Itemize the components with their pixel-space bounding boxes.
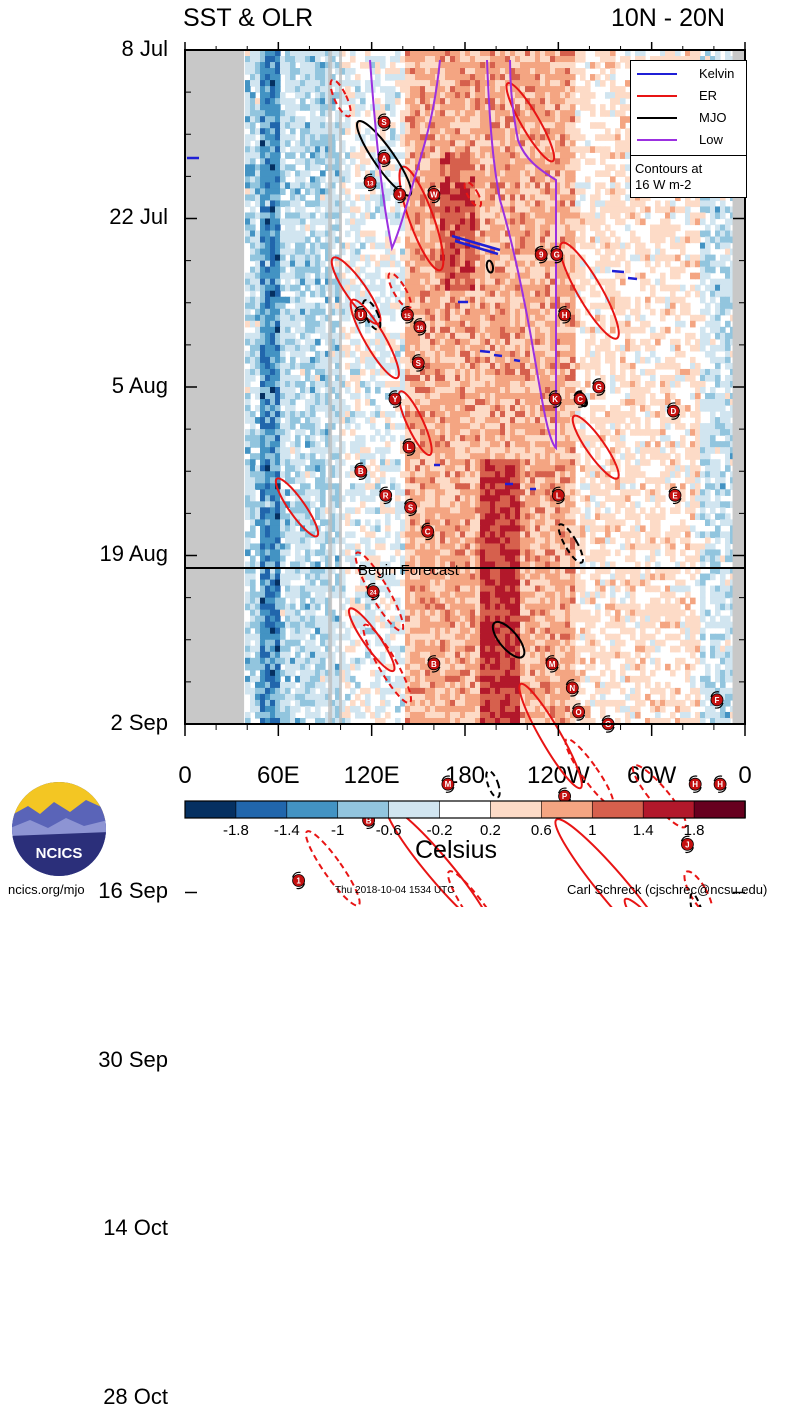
storm-label: Y [392, 395, 398, 404]
storm-label: O [575, 708, 581, 717]
colorbar-swatch [440, 801, 491, 818]
storm-label: S [416, 359, 422, 368]
storm-label: 9 [539, 251, 544, 260]
colorbar-swatch [389, 801, 440, 818]
legend-swatch [637, 117, 677, 119]
colorbar-label: 1.8 [669, 822, 719, 839]
legend-swatch [637, 95, 677, 97]
y-tick-label: 14 Oct [18, 1215, 168, 1241]
kelvin-contour [612, 271, 624, 272]
colorbar-label: -0.6 [364, 822, 414, 839]
storm-marker: H [689, 776, 701, 792]
storm-label: B [431, 660, 437, 669]
site-link[interactable]: ncics.org/mjo [8, 882, 85, 897]
legend-swatch [637, 73, 677, 75]
storm-label: K [552, 395, 558, 404]
storm-label: J [397, 190, 401, 199]
colorbar-label: 1.4 [618, 822, 668, 839]
storm-label: L [556, 491, 561, 500]
storm-label: M [445, 780, 452, 789]
colorbar-swatch [338, 801, 389, 818]
storm-label: 1 [296, 877, 301, 886]
colorbar-swatch [490, 801, 541, 818]
storm-label: W [430, 190, 438, 199]
storm-marker: H [714, 776, 726, 792]
storm-label: R [383, 491, 389, 500]
storm-marker: 1 [293, 872, 305, 888]
legend-swatch [637, 139, 677, 141]
colorbar-swatch [236, 801, 287, 818]
timestamp: Thu 2018-10-04 1534 UTC [335, 885, 455, 896]
colorbar-swatch [185, 801, 236, 818]
author: Carl Schreck (cjschrec@ncsu.edu) [567, 882, 767, 897]
storm-label: H [717, 780, 723, 789]
colorbar-swatch [643, 801, 694, 818]
storm-label: B [358, 467, 364, 476]
legend-label: ER [699, 88, 717, 103]
storm-marker: M [442, 776, 454, 792]
colorbar-swatch [541, 801, 592, 818]
kelvin-contour [494, 355, 502, 356]
colorbar-swatch [694, 801, 745, 818]
colorbar-label: 0.6 [516, 822, 566, 839]
storm-label: F [715, 696, 720, 705]
legend-label: MJO [699, 110, 726, 125]
storm-label: N [569, 684, 575, 693]
storm-label: 15 [404, 314, 411, 320]
colorbar-swatch [592, 801, 643, 818]
kelvin-contour [514, 360, 520, 361]
storm-label: 16 [417, 326, 424, 332]
storm-label: L [407, 443, 412, 452]
kelvin-contour [480, 351, 490, 352]
storm-label: G [554, 251, 560, 260]
storm-label: C [577, 395, 583, 404]
colorbar-label: -1.4 [262, 822, 312, 839]
storm-label: H [562, 311, 568, 320]
storm-label: E [672, 491, 678, 500]
legend-label: Kelvin [699, 66, 734, 81]
forecast-label: Begin Forecast [358, 562, 460, 579]
storm-label: S [381, 118, 387, 127]
storm-label: D [671, 407, 677, 416]
legend-note: 16 W m-2 [635, 177, 691, 192]
storm-label: G [596, 383, 602, 392]
legend-entry: Low [635, 131, 743, 149]
storm-label: S [408, 503, 414, 512]
colorbar-swatch [287, 801, 338, 818]
y-tick-label: 28 Oct [18, 1384, 168, 1410]
colorbar-label: -1 [313, 822, 363, 839]
legend-label: Low [699, 132, 723, 147]
storm-label: J [685, 840, 689, 849]
storm-label: P [562, 792, 568, 801]
colorbar-label: -1.8 [211, 822, 261, 839]
storm-label: A [381, 154, 387, 163]
storm-label: 24 [370, 591, 377, 597]
legend-entry: ER [635, 87, 743, 105]
legend-entry: MJO [635, 109, 743, 127]
kelvin-contour [628, 278, 637, 279]
storm-label: 13 [367, 181, 374, 187]
legend-note: Contours at [635, 161, 702, 176]
storm-label: H [692, 780, 698, 789]
ncics-logo: NCICS [10, 780, 108, 878]
storm-label: U [358, 311, 364, 320]
y-tick-label: 30 Sep [18, 1047, 168, 1073]
storm-label: C [425, 527, 431, 536]
storm-label: M [549, 660, 556, 669]
logo-text: NCICS [36, 845, 83, 862]
legend-entry: Kelvin [635, 65, 743, 83]
colorbar-label: 1 [567, 822, 617, 839]
colorbar-units: Celsius [415, 836, 497, 865]
mjo-contour [484, 769, 503, 799]
